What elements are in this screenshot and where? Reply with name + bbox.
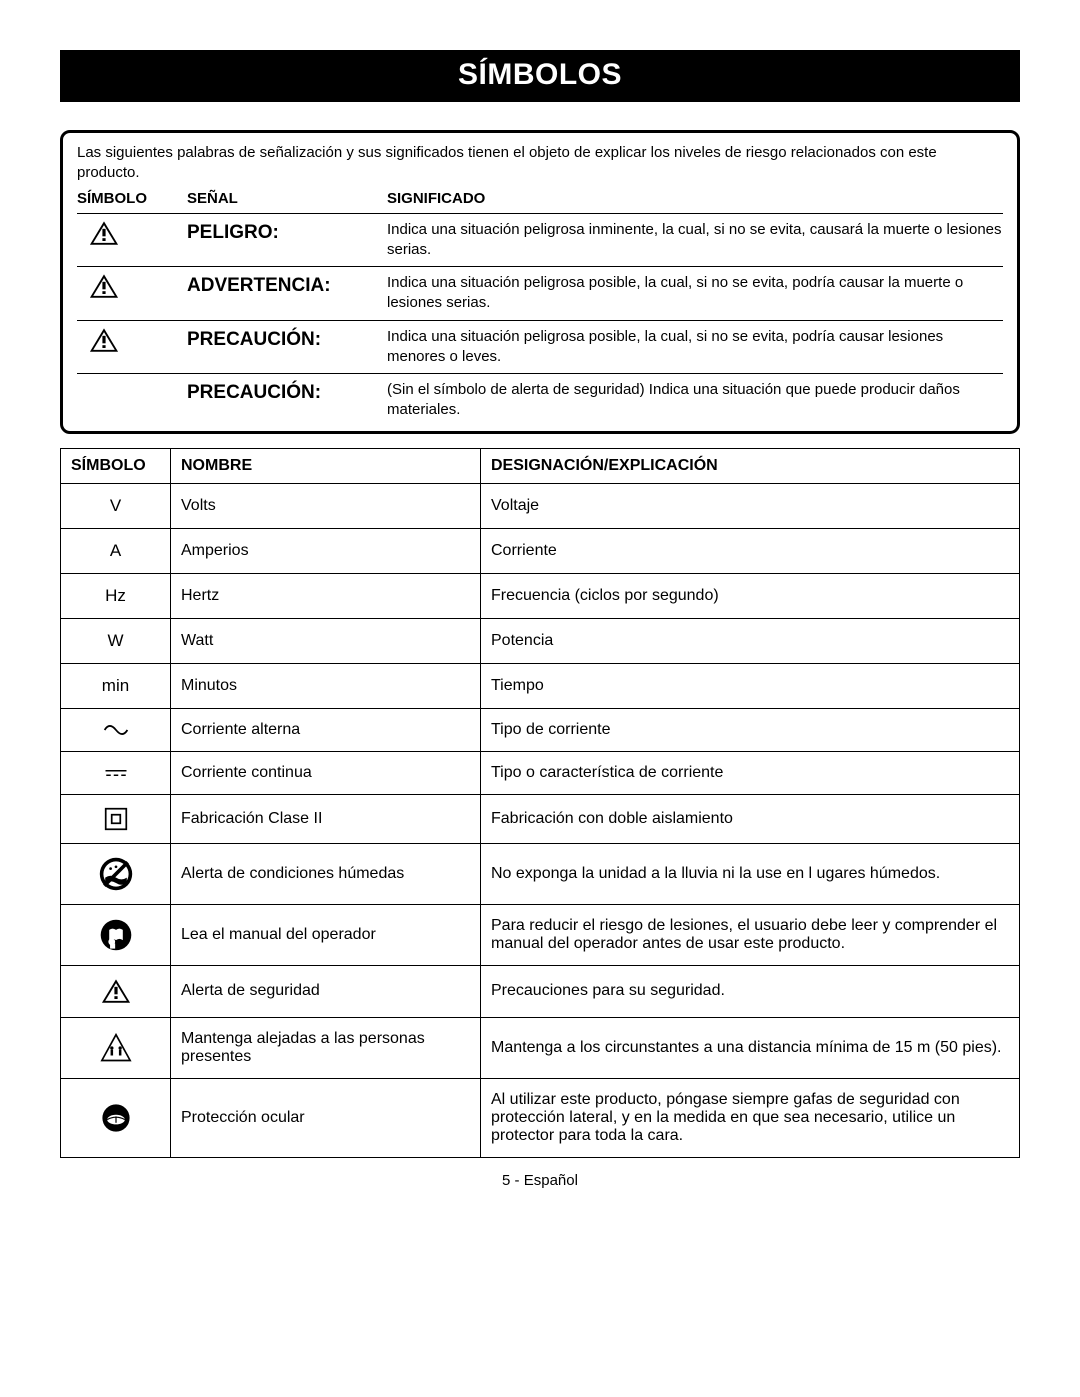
table-row: Alerta de seguridadPrecauciones para su … [61, 965, 1020, 1017]
signal-meaning: Indica una situación peligrosa inminente… [387, 220, 1003, 261]
symbol-cell [61, 1078, 171, 1157]
name-cell: Alerta de condiciones húmedas [171, 843, 481, 904]
warning-triangle-icon [101, 978, 131, 1005]
class2-icon [104, 807, 128, 831]
dc-icon [104, 768, 128, 778]
table-row: Corriente alternaTipo de corriente [61, 708, 1020, 751]
table-row: Lea el manual del operadorPara reducir e… [61, 904, 1020, 965]
symbol-cell [61, 843, 171, 904]
description-cell: Precauciones para su seguridad. [481, 965, 1020, 1017]
signal-word: PRECAUCIÓN: [187, 380, 387, 404]
description-cell: Tipo o característica de corriente [481, 751, 1020, 794]
ac-icon [103, 723, 129, 737]
signal-row: ADVERTENCIA:Indica una situación peligro… [77, 266, 1003, 320]
signal-word: ADVERTENCIA: [187, 273, 387, 297]
signal-icon-cell [77, 220, 187, 247]
table-row: Corriente continuaTipo o característica … [61, 751, 1020, 794]
name-cell: Corriente alterna [171, 708, 481, 751]
table-row: Fabricación Clase IIFabricación con dobl… [61, 794, 1020, 843]
name-cell: Fabricación Clase II [171, 794, 481, 843]
table-row: VVoltsVoltaje [61, 483, 1020, 528]
description-cell: Voltaje [481, 483, 1020, 528]
signal-word: PELIGRO: [187, 220, 387, 244]
wet-alert-icon [98, 856, 134, 892]
description-cell: Para reducir el riesgo de lesiones, el u… [481, 904, 1020, 965]
table-row: minMinutosTiempo [61, 663, 1020, 708]
table-row: AAmperiosCorriente [61, 528, 1020, 573]
table-header-row: SÍMBOLO NOMBRE DESIGNACIÓN/EXPLICACIÓN [61, 448, 1020, 483]
symbol-cell: A [61, 528, 171, 573]
header-signal: SEÑAL [187, 190, 387, 207]
signal-word: PRECAUCIÓN: [187, 327, 387, 351]
signal-meaning: (Sin el símbolo de alerta de seguridad) … [387, 380, 1003, 421]
symbol-table: SÍMBOLO NOMBRE DESIGNACIÓN/EXPLICACIÓN V… [60, 448, 1020, 1158]
symbol-cell [61, 965, 171, 1017]
symbol-cell [61, 751, 171, 794]
symbol-cell [61, 904, 171, 965]
warning-triangle-icon [89, 220, 119, 247]
name-cell: Amperios [171, 528, 481, 573]
description-cell: Tipo de corriente [481, 708, 1020, 751]
symbol-cell [61, 794, 171, 843]
signal-row: PRECAUCIÓN:Indica una situación peligros… [77, 320, 1003, 374]
page-title: SÍMBOLOS [60, 50, 1020, 102]
symbol-cell: V [61, 483, 171, 528]
warning-triangle-icon [89, 273, 119, 300]
warning-triangle-icon [89, 327, 119, 354]
name-cell: Alerta de seguridad [171, 965, 481, 1017]
table-row: Alerta de condiciones húmedasNo exponga … [61, 843, 1020, 904]
signal-header-row: SÍMBOLO SEÑAL SIGNIFICADO [77, 188, 1003, 213]
signal-meaning: Indica una situación peligrosa posible, … [387, 273, 1003, 314]
signal-row: PELIGRO:Indica una situación peligrosa i… [77, 213, 1003, 267]
description-cell: Tiempo [481, 663, 1020, 708]
intro-text: Las siguientes palabras de señalización … [77, 143, 1003, 184]
th-desc: DESIGNACIÓN/EXPLICACIÓN [481, 448, 1020, 483]
name-cell: Lea el manual del operador [171, 904, 481, 965]
description-cell: Frecuencia (ciclos por segundo) [481, 573, 1020, 618]
name-cell: Hertz [171, 573, 481, 618]
description-cell: Fabricación con doble aislamiento [481, 794, 1020, 843]
name-cell: Watt [171, 618, 481, 663]
symbol-cell [61, 708, 171, 751]
symbol-cell: Hz [61, 573, 171, 618]
table-row: HzHertzFrecuencia (ciclos por segundo) [61, 573, 1020, 618]
page-footer: 5 - Español [60, 1172, 1020, 1189]
th-name: NOMBRE [171, 448, 481, 483]
description-cell: Mantenga a los circunstantes a una dista… [481, 1017, 1020, 1078]
signal-icon-cell [77, 327, 187, 354]
signal-word-box: Las siguientes palabras de señalización … [60, 130, 1020, 434]
symbol-cell [61, 1017, 171, 1078]
eye-protection-icon [100, 1102, 132, 1134]
description-cell: Al utilizar este producto, póngase siemp… [481, 1078, 1020, 1157]
name-cell: Mantenga alejadas a las personas present… [171, 1017, 481, 1078]
symbol-cell: W [61, 618, 171, 663]
symbol-cell: min [61, 663, 171, 708]
keep-away-icon [99, 1033, 133, 1063]
header-meaning: SIGNIFICADO [387, 190, 1003, 207]
page: SÍMBOLOS Las siguientes palabras de seña… [0, 0, 1080, 1209]
th-symbol: SÍMBOLO [61, 448, 171, 483]
name-cell: Corriente continua [171, 751, 481, 794]
name-cell: Protección ocular [171, 1078, 481, 1157]
name-cell: Volts [171, 483, 481, 528]
signal-icon-cell [77, 273, 187, 300]
description-cell: No exponga la unidad a la lluvia ni la u… [481, 843, 1020, 904]
signal-meaning: Indica una situación peligrosa posible, … [387, 327, 1003, 368]
signal-row: PRECAUCIÓN:(Sin el símbolo de alerta de … [77, 373, 1003, 431]
table-row: Protección ocularAl utilizar este produc… [61, 1078, 1020, 1157]
header-symbol: SÍMBOLO [77, 190, 187, 207]
read-manual-icon [99, 918, 133, 952]
name-cell: Minutos [171, 663, 481, 708]
description-cell: Potencia [481, 618, 1020, 663]
table-row: WWattPotencia [61, 618, 1020, 663]
description-cell: Corriente [481, 528, 1020, 573]
table-row: Mantenga alejadas a las personas present… [61, 1017, 1020, 1078]
